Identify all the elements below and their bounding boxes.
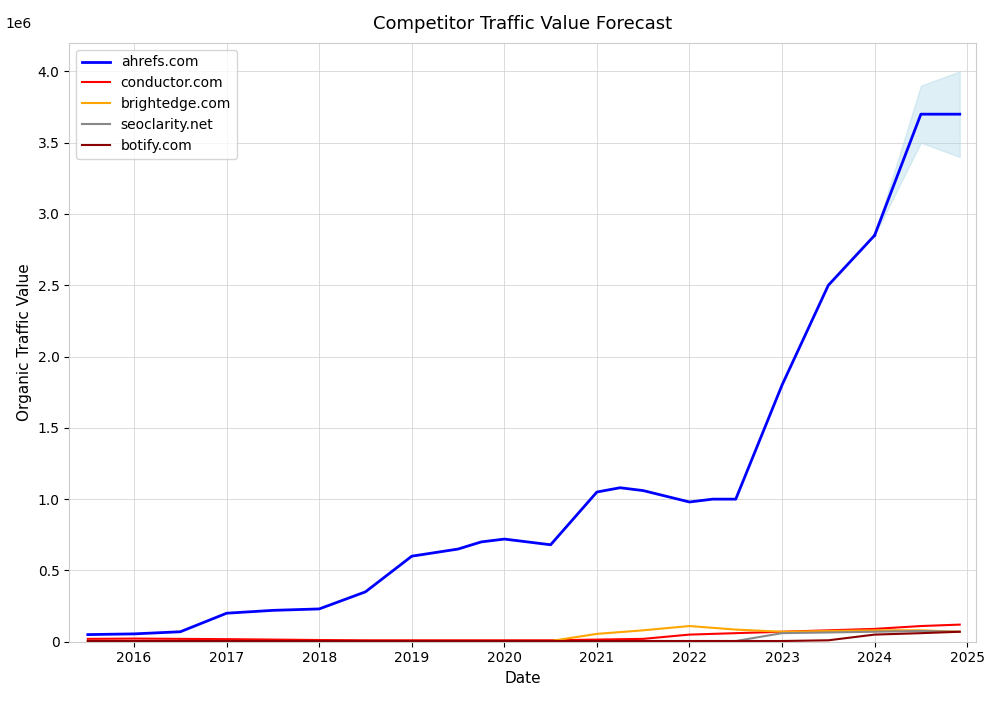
Title: Competitor Traffic Value Forecast: Competitor Traffic Value Forecast (373, 15, 673, 33)
Text: 1e6: 1e6 (6, 17, 32, 31)
X-axis label: Date: Date (505, 671, 542, 686)
Legend: ahrefs.com, conductor.com, brightedge.com, seoclarity.net, botify.com: ahrefs.com, conductor.com, brightedge.co… (76, 50, 236, 158)
Y-axis label: Organic Traffic Value: Organic Traffic Value (17, 264, 32, 421)
